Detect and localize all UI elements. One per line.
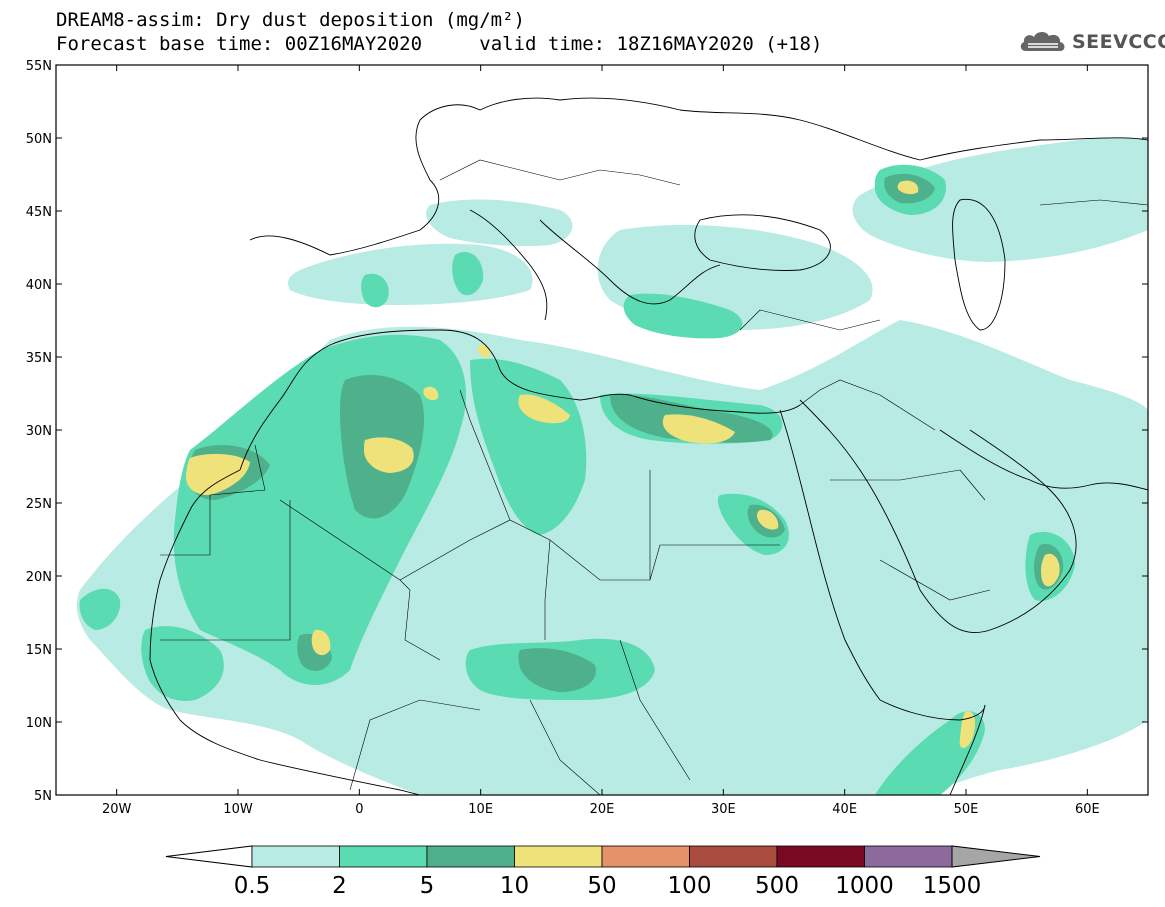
lon-tick-label: 0 (355, 802, 363, 817)
lat-tick-label: 5N (34, 789, 52, 804)
west-africa-coastline (149, 469, 421, 795)
black-sea-coastline (694, 214, 831, 271)
red-sea-coastline (779, 409, 881, 701)
europe-coastline (249, 97, 1148, 256)
cloud-logo-icon (1020, 31, 1065, 51)
colorbar-segment (601, 845, 690, 868)
lon-tick-label: 50E (954, 802, 979, 817)
lat-tick-label: 20N (26, 570, 52, 585)
lat-tick-label: 15N (26, 643, 52, 658)
time-info: Forecast base time: 00Z16MAY2020 valid t… (56, 34, 822, 54)
colorbar-label: 10 (499, 873, 530, 899)
lat-tick-label: 10N (26, 716, 52, 731)
lat-tick-label: 30N (26, 424, 52, 439)
latitude-axis: 55N 50N 45N 40N 35N 30N 25N 20N 15N 10N 5N (26, 59, 1148, 804)
colorbar-segment (514, 845, 603, 868)
lat-tick-label: 35N (26, 351, 52, 366)
lat-tick-label: 25N (26, 497, 52, 512)
colorbar (165, 845, 1041, 868)
lon-tick-label: 40E (832, 802, 857, 817)
country-borders (160, 159, 1148, 795)
dust-field (76, 137, 1148, 795)
horn-of-africa-coastline (879, 699, 986, 795)
longitude-axis: 20W 10W 0 10E 20E 30E 40E 50E 60E (102, 65, 1100, 817)
colorbar-label: 1000 (835, 873, 894, 899)
balkans-coastline (539, 219, 721, 305)
lat-tick-label: 45N (26, 205, 52, 220)
italy-coastline (469, 209, 548, 321)
map-title: DREAM8-assim: Dry dust deposition (mg/m²… (56, 9, 525, 31)
level-10-region (185, 180, 1060, 749)
lon-tick-label: 20W (102, 802, 132, 817)
colorbar-segment (689, 845, 778, 868)
colorbar-segment (776, 845, 865, 868)
lat-tick-label: 55N (26, 59, 52, 74)
lat-tick-label: 40N (26, 278, 52, 293)
seevccc-logo: SEEVCCC (1018, 28, 1165, 56)
arabia-coastline (799, 399, 1077, 634)
coastlines-borders (149, 97, 1148, 795)
caspian-coastline (952, 198, 1006, 331)
colorbar-segment (426, 845, 515, 868)
colorbar-segment (864, 845, 953, 868)
colorbar-segment (339, 845, 428, 868)
colorbar-label: 500 (755, 873, 799, 899)
colorbar-label: 50 (587, 873, 617, 899)
lon-tick-label: 60E (1075, 802, 1100, 817)
colorbar-segment (251, 845, 340, 868)
lon-tick-label: 10E (468, 802, 493, 817)
lon-tick-label: 20E (590, 802, 615, 817)
lon-tick-label: 10W (223, 802, 253, 817)
lat-tick-label: 50N (26, 132, 52, 147)
colorbar-under-triangle (165, 845, 253, 868)
lon-tick-label: 30E (711, 802, 736, 817)
colorbar-label: 100 (667, 873, 712, 899)
valid-time-label: valid time: 18Z16MAY2020 (+18) (479, 33, 823, 55)
logo-text: SEEVCCC (1072, 31, 1165, 53)
colorbar-label: 0.5 (233, 873, 271, 899)
north-africa-coastline (239, 329, 801, 471)
persian-gulf-coastline (939, 429, 1148, 491)
colorbar-label: 1500 (922, 873, 982, 899)
base-time-label: Forecast base time: 00Z16MAY2020 (56, 33, 423, 55)
colorbar-label: 5 (419, 873, 435, 899)
colorbar-label: 2 (332, 873, 347, 899)
colorbar-over-triangle (951, 845, 1041, 868)
